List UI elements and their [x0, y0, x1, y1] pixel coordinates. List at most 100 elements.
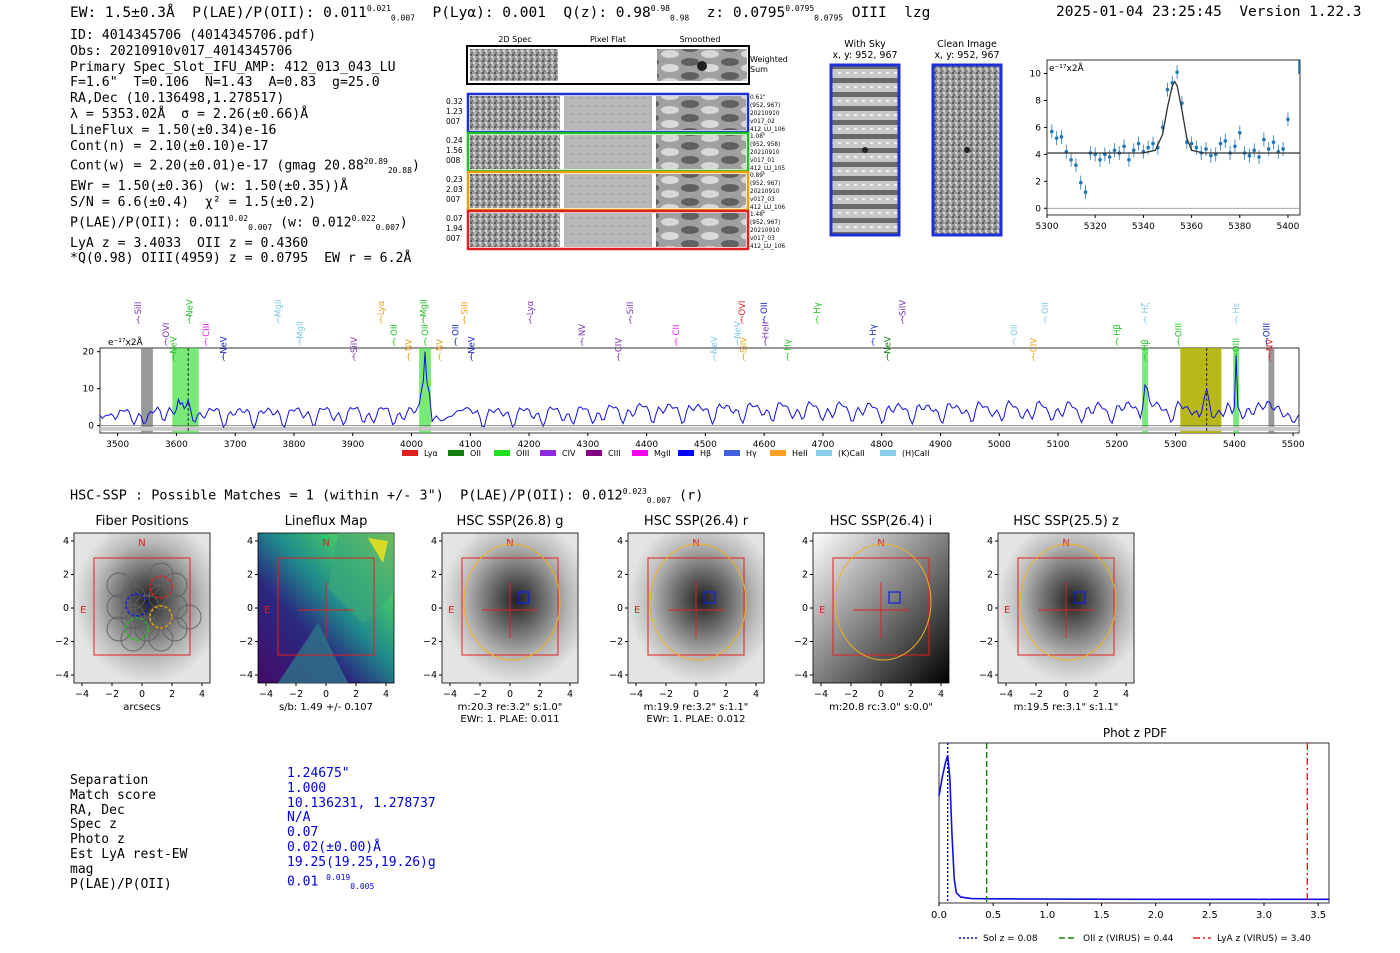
fiber-9 [106, 572, 132, 598]
full-xtick-label-6: 4100 [459, 440, 482, 450]
zoom-point-12 [1107, 155, 1112, 159]
hsc-red-box-2 [461, 557, 559, 656]
cutout-row-smoothed-1 [656, 135, 746, 169]
cutout-row-right-3-1: (952, 967) [750, 220, 780, 226]
pdf-xtick-label-7: 3.5 [1310, 910, 1326, 921]
line-brace-20: { [616, 352, 621, 361]
cutout-row-flat-0 [564, 96, 652, 130]
zoom-ytick-label-5: 10 [1030, 69, 1042, 79]
full-axes [99, 347, 1300, 434]
hsc-ytick-label-2-0: −4 [423, 670, 437, 681]
hsc-xtick-label-4-2: 0 [878, 689, 884, 700]
hsc-ytick-label-5-1: −2 [979, 637, 993, 648]
summary-value-5: 0.02(±0.00)Å [287, 840, 436, 856]
zoom-point-48 [1281, 147, 1285, 151]
line-brace-21: { [628, 315, 633, 324]
line-brace-18: { [528, 315, 533, 324]
zoom-point-38 [1233, 144, 1237, 149]
legend-label-2: OIII [516, 449, 529, 458]
hsc-ytick-label-3-1: −2 [609, 637, 623, 648]
hsc-ytick-label-3-3: 2 [617, 570, 623, 581]
hsc-aperture-2 [463, 543, 561, 661]
cutout-row-right-1-1: (952, 958) [750, 142, 780, 148]
pdf-xtick-label-2: 1.0 [1039, 910, 1055, 921]
hsc-aperture-3 [649, 543, 747, 661]
fiber-15 [176, 604, 202, 630]
zoom-ytick-label-2: 4 [1035, 150, 1041, 160]
cutout-row-left-1-0: 0.24 [446, 136, 463, 145]
line-label-23: NeV [710, 336, 720, 354]
hsc-xtick-label-1-0: −4 [259, 689, 273, 700]
zoom-ticks: 5300 5320 5340 5360 5380 5400 0 2 4 6 8 10 [1030, 69, 1300, 232]
zoom-xtick-label-1: 5320 [1084, 222, 1107, 232]
hsc-blue-box-4 [888, 591, 901, 604]
cutout-row-2dspec-2 [470, 174, 560, 208]
hsc-north-5: N [1062, 538, 1069, 549]
pdf-legend-label-0: Sol z = 0.08 [983, 934, 1038, 944]
timestamp-version: 2025-01-04 23:25:45 Version 1.22.3 [1056, 4, 1362, 20]
cutout-row-right-3-2: 20210910 [750, 228, 780, 234]
summary-value-6: 19.25(19.25,19.26)g [287, 854, 436, 871]
line-brace-16: { [453, 337, 458, 346]
hsc-title: HSC-SSP : Possible Matches = 1 (within +… [70, 487, 704, 506]
pdf-legend-label-1: OII z (VIRUS) = 0.44 [1083, 934, 1174, 944]
hsc-xtick-label-4-4: 4 [938, 689, 944, 700]
cutout-row-right-1-0: 1.08" [750, 134, 766, 140]
line-label-11: NV [405, 339, 415, 351]
hsc-xtick-label-4-3: 2 [908, 689, 914, 700]
zoom-unit-label: e⁻¹⁷x2Å [1049, 62, 1085, 74]
summary-value-text-0: 1.24675" [287, 766, 350, 781]
hsc-caption2-2: EWr: 1. PLAE: 0.011 [460, 714, 559, 723]
zoom-point-41 [1247, 153, 1252, 158]
hsc-panel-1: Lineflux Map −4 −4 −2 −2 0 0 2 2 4 4 N Es/b: 1.49 +/… [239, 514, 395, 713]
line-label-34: OII [1010, 324, 1020, 336]
line-brace-27: { [762, 315, 767, 324]
hsc-ytick-label-1-1: −2 [239, 637, 253, 648]
weighted-2dspec [470, 49, 558, 81]
hsc-east-5: E [1004, 605, 1010, 616]
hsc-north-2: N [506, 538, 513, 549]
zoom-point-49 [1286, 117, 1290, 122]
hsc-ytick-label-0-2: 0 [63, 603, 69, 614]
zoom-point-18 [1136, 141, 1141, 146]
hsc-panel-title-0: Fiber Positions [95, 514, 188, 529]
summary-value-text-6: 19.25(19.25,19.26)g [287, 854, 436, 870]
hsc-red-box-1 [277, 557, 375, 656]
summary-value-2: 10.136231, 1.278737 [287, 796, 436, 812]
hsc-red-box-4 [832, 557, 930, 656]
hsc-ytick-label-4-2: 0 [802, 603, 808, 614]
legend-swatch-2 [494, 450, 510, 456]
zoom-point-20 [1146, 145, 1150, 150]
hsc-xtick-label-4-0: −4 [814, 689, 828, 700]
hsc-panel-title-5: HSC SSP(25.5) z [1013, 514, 1119, 529]
zoom-point-1 [1054, 136, 1059, 140]
line-label-2: NeV [169, 336, 179, 354]
line-label-5: NeV [219, 336, 229, 354]
hsc-ytick-label-2-2: 0 [431, 603, 437, 614]
zoom-fit-line [1047, 80, 1300, 154]
legend-swatch-5 [632, 450, 648, 456]
line-label-12: MgII [419, 299, 429, 317]
shade-oiii-main [1180, 348, 1222, 433]
fiber-8 [162, 594, 188, 620]
summary-value-text-3: N/A [287, 810, 311, 826]
line-brace-13: { [422, 337, 427, 346]
line-label-33: SiIV [898, 300, 908, 316]
cutout-row-left-0-1: 1.23 [446, 107, 463, 116]
line-label-39: Hζ [1141, 302, 1151, 313]
shade-oii [419, 348, 431, 433]
zoom-ytick-label-3: 6 [1035, 123, 1041, 133]
hsc-east-2: E [448, 605, 454, 616]
full-xtick-label-18: 5300 [1164, 440, 1187, 450]
line-brace-8: { [351, 352, 356, 361]
full-xtick-label-3: 3800 [283, 440, 306, 450]
pdf-xtick-label-0: 0.0 [931, 910, 947, 921]
zoom-point-42 [1252, 148, 1257, 153]
pdf-xtick-label-5: 2.5 [1202, 910, 1218, 921]
full-plot [99, 351, 1300, 430]
legend-label-1: OII [470, 449, 481, 458]
line-label-36: OII [1041, 302, 1051, 314]
pdf-curve [938, 754, 1329, 901]
legend-swatch-0 [402, 450, 418, 456]
summary-plae-sup: 0.019 [326, 872, 351, 882]
